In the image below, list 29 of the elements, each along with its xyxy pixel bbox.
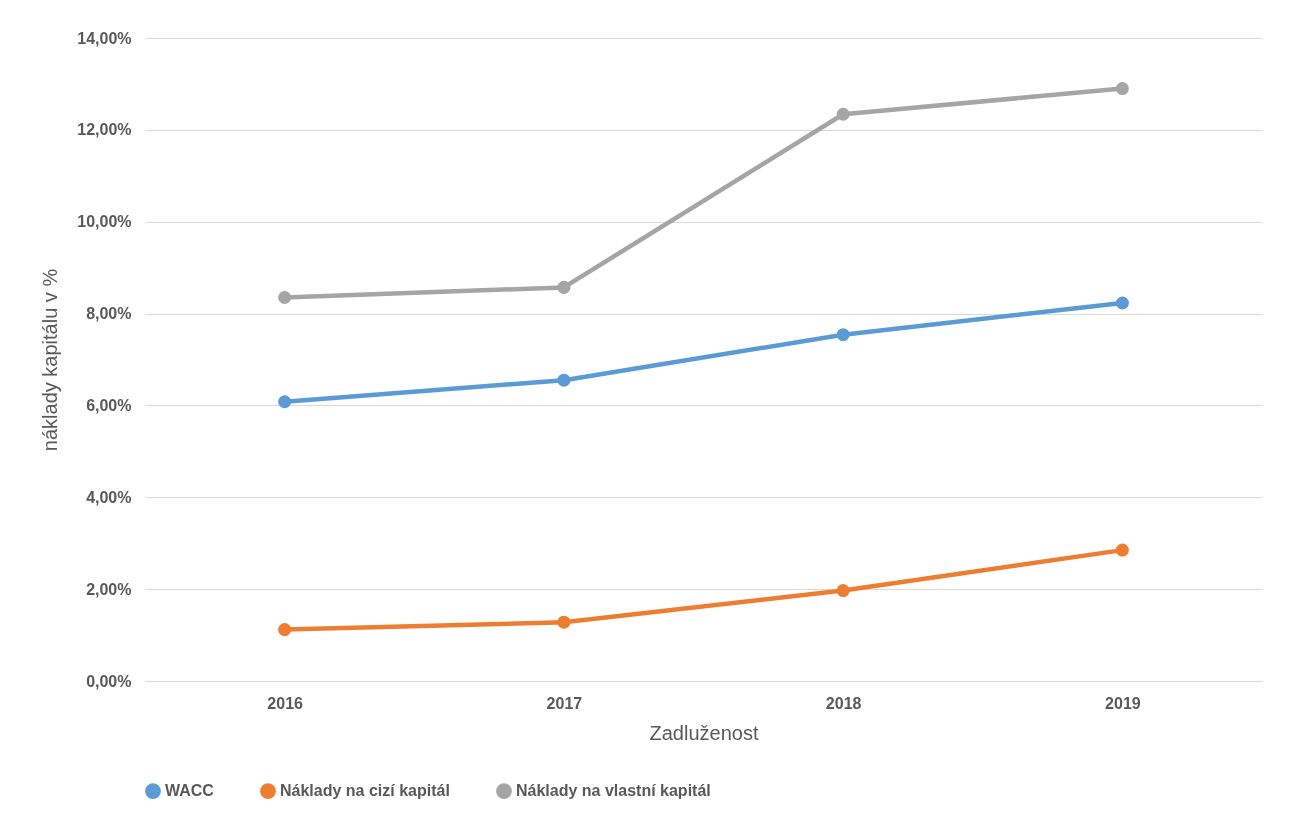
y-tick-label: 4,00%	[86, 488, 132, 506]
y-axis-title: náklady kapitálu v %	[39, 268, 62, 452]
x-tick-label: 2018	[825, 694, 862, 712]
point	[836, 584, 850, 598]
x-axis-title: Zadluženost	[649, 721, 759, 744]
point	[1115, 296, 1129, 310]
x-tick-label: 2017	[546, 694, 583, 712]
point	[557, 615, 571, 629]
legend-label: Náklady na vlastní kapitál	[516, 782, 711, 800]
legend-label: Náklady na cizí kapitál	[280, 782, 450, 800]
point	[278, 395, 292, 409]
x-tick-label: 2016	[267, 694, 304, 712]
y-tick-label: 12,00%	[77, 121, 132, 139]
y-tick-label: 0,00%	[86, 672, 132, 690]
point	[557, 373, 571, 387]
y-tick-label: 10,00%	[77, 213, 132, 231]
point	[836, 328, 850, 342]
point	[278, 623, 292, 637]
point	[1115, 82, 1129, 96]
y-tick-label: 8,00%	[86, 305, 132, 323]
y-tick-label: 2,00%	[86, 580, 132, 598]
point	[278, 290, 292, 304]
legend-label: WACC	[165, 782, 215, 800]
point	[836, 107, 850, 121]
point	[1115, 543, 1129, 557]
point	[557, 280, 571, 294]
y-tick-label: 6,00%	[86, 396, 132, 414]
x-tick-label: 2019	[1105, 694, 1141, 712]
y-tick-label: 14,00%	[77, 29, 132, 47]
